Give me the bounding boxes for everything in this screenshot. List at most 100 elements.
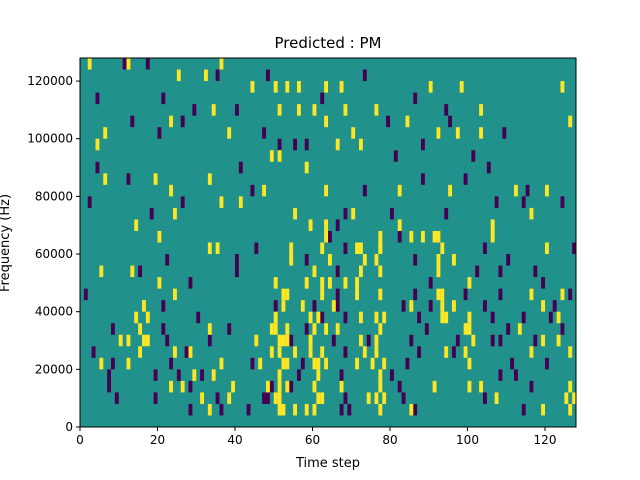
high-value-cell (374, 254, 379, 266)
low-value-cell (483, 392, 487, 404)
low-value-cell (448, 115, 453, 128)
high-value-cell (281, 403, 286, 416)
high-value-cell (285, 81, 290, 93)
high-value-cell (169, 184, 174, 197)
high-value-cell (355, 277, 360, 289)
high-value-cell (126, 357, 131, 370)
high-value-cell (277, 392, 282, 404)
high-value-cell (269, 323, 274, 335)
high-value-cell (382, 357, 387, 370)
high-value-cell (285, 323, 290, 335)
high-value-cell (471, 334, 476, 347)
high-value-cell (297, 104, 301, 116)
high-value-cell (359, 265, 363, 278)
high-value-cell (169, 380, 174, 393)
high-value-cell (436, 288, 441, 301)
low-value-cell (335, 219, 340, 231)
high-value-cell (312, 357, 317, 370)
high-value-cell (440, 288, 445, 301)
low-value-cell (161, 323, 166, 335)
low-value-cell (397, 380, 402, 393)
high-value-cell (378, 323, 383, 335)
low-value-cell (347, 403, 352, 416)
low-value-cell (405, 357, 410, 370)
high-value-cell (269, 346, 274, 358)
high-value-cell (374, 392, 379, 404)
high-value-cell (126, 58, 131, 70)
high-value-cell (382, 311, 387, 324)
high-value-cell (405, 115, 410, 128)
chart-title: Predicted : PM (275, 34, 382, 52)
high-value-cell (316, 369, 321, 381)
low-value-cell (126, 173, 131, 185)
low-value-cell (401, 300, 406, 312)
high-value-cell (134, 311, 139, 324)
low-value-cell (153, 392, 158, 404)
high-value-cell (153, 173, 158, 185)
low-value-cell (552, 300, 557, 312)
low-value-cell (227, 323, 232, 335)
high-value-cell (180, 380, 185, 393)
high-value-cell (99, 357, 104, 370)
low-value-cell (262, 392, 267, 404)
high-value-cell (331, 300, 336, 312)
low-value-cell (521, 196, 526, 208)
low-value-cell (455, 334, 460, 347)
low-value-cell (417, 311, 422, 324)
low-value-cell (165, 334, 170, 347)
low-value-cell (428, 300, 433, 312)
high-value-cell (568, 115, 573, 128)
x-axis: 0 20 40 60 80 100 120 (76, 427, 556, 447)
high-value-cell (467, 357, 472, 370)
high-value-cell (455, 127, 460, 139)
low-value-cell (153, 369, 158, 381)
low-value-cell (254, 242, 259, 255)
high-value-cell (324, 219, 329, 231)
high-value-cell (351, 127, 356, 139)
low-value-cell (343, 242, 348, 255)
y-tick-label: 0 (65, 420, 73, 434)
low-value-cell (145, 58, 150, 70)
low-value-cell (568, 288, 573, 301)
high-value-cell (157, 230, 162, 243)
low-value-cell (188, 380, 193, 393)
low-value-cell (444, 104, 449, 116)
low-value-cell (390, 207, 394, 220)
low-value-cell (111, 323, 115, 335)
high-value-cell (312, 265, 317, 278)
low-value-cell (184, 346, 189, 358)
high-value-cell (118, 334, 123, 347)
high-value-cell (207, 323, 212, 335)
low-value-cell (502, 127, 507, 139)
high-value-cell (308, 219, 313, 231)
high-value-cell (541, 334, 546, 347)
high-value-cell (273, 323, 278, 335)
low-value-cell (494, 196, 499, 208)
high-value-cell (277, 104, 282, 116)
low-value-cell (165, 254, 170, 266)
low-value-cell (498, 265, 503, 278)
high-value-cell (173, 346, 177, 358)
high-value-cell (568, 380, 573, 393)
high-value-cell (459, 81, 464, 93)
x-tick-label: 0 (76, 433, 84, 447)
low-value-cell (525, 184, 530, 197)
low-value-cell (161, 300, 166, 312)
low-value-cell (180, 196, 185, 208)
low-value-cell (122, 58, 127, 70)
high-value-cell (351, 207, 356, 220)
high-value-cell (378, 265, 383, 278)
high-value-cell (215, 242, 220, 255)
high-value-cell (452, 254, 456, 266)
high-value-cell (359, 242, 363, 255)
high-value-cell (362, 254, 367, 266)
high-value-cell (285, 380, 290, 393)
high-value-cell (138, 323, 143, 335)
high-value-cell (467, 380, 472, 393)
high-value-cell (378, 369, 383, 381)
high-value-cell (560, 288, 565, 301)
low-value-cell (107, 369, 112, 381)
y-tick-label: 60000 (35, 247, 73, 261)
high-value-cell (269, 150, 274, 162)
low-value-cell (188, 277, 193, 289)
